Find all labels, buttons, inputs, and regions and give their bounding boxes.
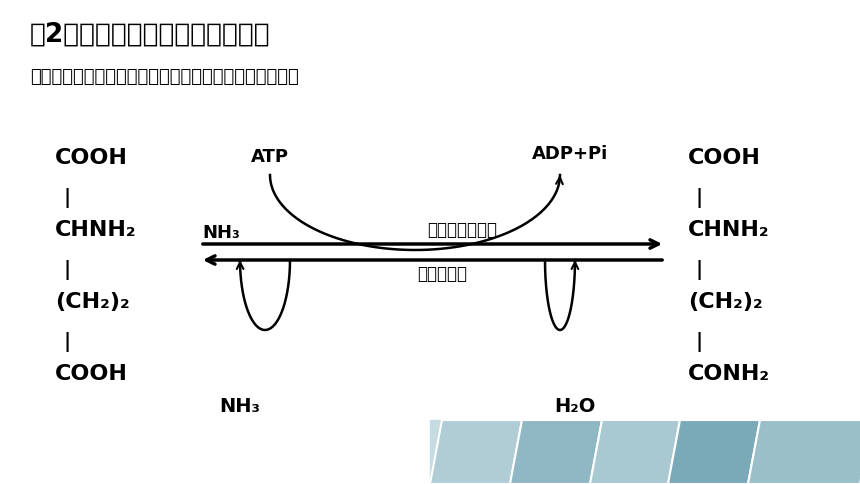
Text: |: | — [63, 332, 71, 352]
Bar — [430, 420, 860, 484]
Text: |: | — [696, 260, 703, 280]
Text: COOH: COOH — [55, 364, 128, 384]
Text: CHNH₂: CHNH₂ — [688, 220, 770, 240]
Text: ATP: ATP — [251, 148, 289, 166]
Text: (CH₂)₂: (CH₂)₂ — [688, 292, 763, 312]
Text: CHNH₂: CHNH₂ — [55, 220, 137, 240]
Text: COOH: COOH — [55, 148, 128, 168]
Polygon shape — [668, 420, 760, 484]
Polygon shape — [430, 420, 522, 484]
Text: 谷氨酰胺醂: 谷氨酰胺醂 — [417, 265, 468, 283]
Text: |: | — [63, 188, 71, 208]
Text: ADP+Pi: ADP+Pi — [531, 145, 608, 163]
Polygon shape — [748, 420, 860, 484]
Text: 谷氨酰胺合成醂: 谷氨酰胺合成醂 — [427, 221, 497, 239]
Text: CONH₂: CONH₂ — [688, 364, 770, 384]
Text: （2）谷氨酰胺和天冬酰胺的生成: （2）谷氨酰胺和天冬酰胺的生成 — [30, 22, 271, 48]
Polygon shape — [590, 420, 680, 484]
Text: |: | — [63, 260, 71, 280]
Text: |: | — [696, 332, 703, 352]
Text: H₂O: H₂O — [555, 397, 596, 416]
Text: 谷氨酰胺的合成与分解是分别由不同酶催化的不可逆反应: 谷氨酰胺的合成与分解是分别由不同酶催化的不可逆反应 — [30, 68, 298, 86]
Text: NH₃: NH₃ — [202, 224, 240, 242]
Polygon shape — [510, 420, 602, 484]
Text: |: | — [696, 188, 703, 208]
Text: NH₃: NH₃ — [219, 397, 261, 416]
Text: COOH: COOH — [688, 148, 761, 168]
Text: (CH₂)₂: (CH₂)₂ — [55, 292, 130, 312]
